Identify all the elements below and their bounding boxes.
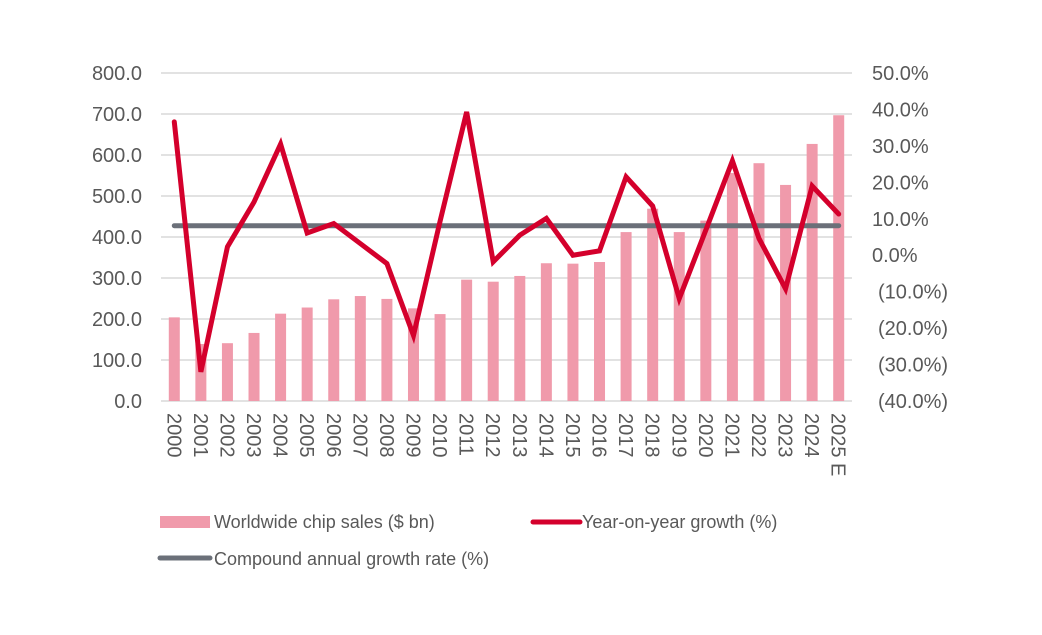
x-tick-label: 2021 bbox=[720, 413, 742, 458]
bar bbox=[195, 344, 207, 401]
legend-label-cagr: Compound annual growth rate (%) bbox=[214, 549, 489, 569]
x-tick-label: 2001 bbox=[189, 413, 211, 458]
x-tick-label: 2012 bbox=[481, 413, 503, 458]
bar bbox=[833, 115, 845, 401]
legend-item-yoy-growth[interactable]: Year-on-year growth (%) bbox=[530, 512, 777, 532]
y-left-tick-label: 600.0 bbox=[92, 145, 142, 167]
y-left-tick-label: 800.0 bbox=[92, 63, 142, 85]
y-left-tick-label: 200.0 bbox=[92, 309, 142, 331]
bar bbox=[381, 298, 393, 401]
bar bbox=[540, 263, 552, 401]
bar bbox=[168, 317, 180, 401]
x-tick-label: 2013 bbox=[508, 413, 530, 458]
x-tick-label: 2023 bbox=[774, 413, 796, 458]
y-axis-left: 0.0 100.0 200.0 300.0 400.0 500.0 600.0 700.0 80… bbox=[92, 63, 142, 413]
legend-label-chip-sales: Worldwide chip sales ($ bn) bbox=[214, 512, 435, 532]
bar bbox=[806, 143, 818, 401]
x-tick-label: 2002 bbox=[215, 413, 237, 458]
y-left-tick-label: 700.0 bbox=[92, 104, 142, 126]
x-tick-label: 2019 bbox=[667, 413, 689, 458]
y-right-tick-label: 20.0% bbox=[872, 172, 929, 194]
bar bbox=[461, 279, 473, 401]
x-axis: 2000 2001 2002 2003 2004 2005 2006 2007 2008 2009… bbox=[162, 413, 848, 476]
bar bbox=[567, 263, 579, 401]
legend-label-yoy-growth: Year-on-year growth (%) bbox=[582, 512, 777, 532]
bar bbox=[275, 313, 287, 401]
bar bbox=[700, 220, 712, 401]
bar bbox=[354, 296, 366, 401]
y-right-tick-label: (20.0%) bbox=[878, 318, 948, 340]
y-left-tick-label: 400.0 bbox=[92, 227, 142, 249]
y-left-tick-label: 100.0 bbox=[92, 350, 142, 372]
y-left-tick-label: 0.0 bbox=[114, 391, 142, 413]
y-left-tick-label: 500.0 bbox=[92, 186, 142, 208]
x-tick-label: 2003 bbox=[242, 413, 264, 458]
bar bbox=[301, 307, 313, 401]
x-tick-label: 2018 bbox=[641, 413, 663, 458]
x-tick-label: 2020 bbox=[694, 413, 716, 458]
legend-swatch-bar bbox=[160, 516, 210, 528]
x-tick-label: 2025 E bbox=[827, 413, 849, 476]
x-tick-label: 2008 bbox=[375, 413, 397, 458]
bar bbox=[647, 208, 659, 401]
y-right-tick-label: 10.0% bbox=[872, 209, 929, 231]
y-right-tick-label: (40.0%) bbox=[878, 391, 948, 413]
y-right-tick-label: 0.0% bbox=[872, 245, 918, 267]
x-tick-label: 2017 bbox=[614, 413, 636, 458]
bar bbox=[434, 314, 446, 401]
legend-item-chip-sales[interactable]: Worldwide chip sales ($ bn) bbox=[160, 512, 435, 532]
gridlines bbox=[161, 72, 852, 402]
x-tick-label: 2006 bbox=[322, 413, 344, 458]
x-tick-label: 2016 bbox=[588, 413, 610, 458]
x-tick-label: 2005 bbox=[295, 413, 317, 458]
y-right-tick-label: 30.0% bbox=[872, 136, 929, 158]
x-tick-label: 2024 bbox=[800, 413, 822, 458]
bar-series-chip-sales bbox=[168, 115, 845, 401]
legend: Worldwide chip sales ($ bn) Year-on-year… bbox=[157, 512, 777, 569]
y-right-tick-label: 50.0% bbox=[872, 63, 929, 85]
x-tick-label: 2010 bbox=[428, 413, 450, 458]
bar bbox=[753, 163, 765, 401]
bar bbox=[487, 281, 499, 401]
x-tick-label: 2009 bbox=[401, 413, 423, 458]
bar bbox=[514, 275, 526, 401]
line-series-yoy-growth bbox=[171, 111, 842, 373]
x-tick-label: 2022 bbox=[747, 413, 769, 458]
y-right-tick-label: (10.0%) bbox=[878, 282, 948, 304]
x-tick-label: 2007 bbox=[348, 413, 370, 458]
bar bbox=[594, 262, 606, 401]
bar bbox=[673, 232, 685, 401]
y-left-tick-label: 300.0 bbox=[92, 268, 142, 290]
bar bbox=[221, 343, 233, 401]
x-tick-label: 2011 bbox=[455, 413, 477, 456]
y-right-tick-label: 40.0% bbox=[872, 99, 929, 121]
y-axis-right: (40.0%) (30.0%) (20.0%) (10.0%) 0.0% 10.0% 20.… bbox=[872, 63, 948, 413]
bar bbox=[328, 299, 340, 401]
x-tick-label: 2004 bbox=[269, 413, 291, 458]
y-right-tick-label: (30.0%) bbox=[878, 355, 948, 377]
bar bbox=[726, 173, 738, 401]
yoy-growth-line bbox=[171, 111, 842, 373]
bar bbox=[248, 332, 260, 401]
legend-item-cagr[interactable]: Compound annual growth rate (%) bbox=[157, 549, 489, 569]
x-tick-label: 2015 bbox=[561, 413, 583, 458]
bar bbox=[620, 232, 632, 401]
bar bbox=[407, 308, 419, 401]
x-tick-label: 2014 bbox=[534, 413, 556, 458]
x-tick-label: 2000 bbox=[162, 413, 184, 458]
